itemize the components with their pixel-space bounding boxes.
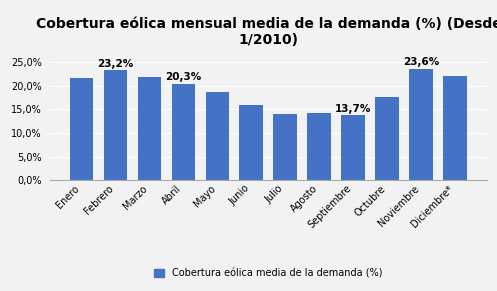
Legend: Cobertura eólica media de la demanda (%): Cobertura eólica media de la demanda (%) [151,265,386,283]
Bar [308,113,331,180]
Text: 20,3%: 20,3% [166,72,202,82]
Bar [138,77,162,180]
Text: 23,6%: 23,6% [403,57,439,67]
Bar [443,76,467,180]
Text: 23,2%: 23,2% [97,58,134,68]
Bar [103,70,127,180]
Text: 13,7%: 13,7% [335,104,372,113]
Bar [171,84,195,180]
Bar [206,92,229,180]
Bar [273,113,297,180]
Bar [410,68,433,180]
Bar [70,78,93,180]
Title: Cobertura eólica mensual media de la demanda (%) (Desde
1/2010): Cobertura eólica mensual media de la dem… [35,17,497,47]
Bar [240,104,263,180]
Bar [341,116,365,180]
Bar [375,97,399,180]
